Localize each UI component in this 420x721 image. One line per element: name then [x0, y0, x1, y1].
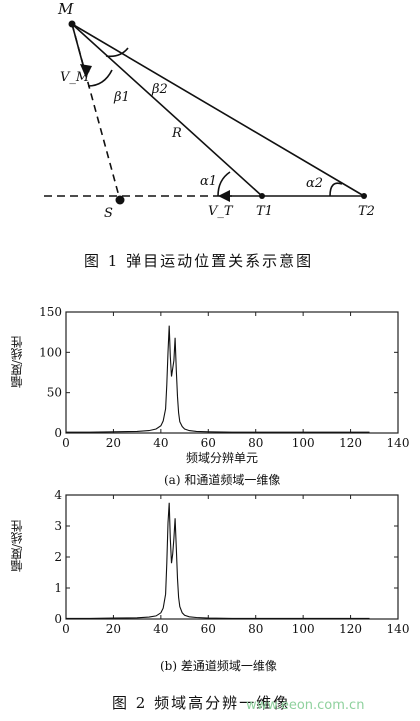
chart-a-xtick-label: 20 — [106, 436, 121, 450]
chart-a-ytick-label: 50 — [47, 386, 62, 400]
arc-beta2 — [105, 47, 129, 58]
chart-b-ytick-label: 3 — [54, 519, 62, 533]
chart-b-xtick-label: 80 — [248, 622, 263, 636]
chart-a-xtick-label: 120 — [339, 436, 362, 450]
chart-b-xtick-label: 40 — [153, 622, 168, 636]
chart-b-ytick-label: 1 — [54, 581, 62, 595]
arc-alpha2 — [329, 182, 343, 197]
chart-a-xtick-label: 80 — [248, 436, 263, 450]
arc-beta1 — [87, 69, 113, 87]
label-r: R — [172, 126, 182, 141]
chart-a-ylabel: 幅度/线性 — [10, 336, 24, 389]
chart-b-xtick-label: 140 — [387, 622, 410, 636]
chart-a-series-line — [66, 325, 370, 433]
label-vm: V_M — [60, 70, 90, 85]
label-beta2: β2 — [152, 82, 168, 97]
chart-a-ytick-label: 150 — [39, 305, 62, 319]
label-s: S — [104, 206, 113, 221]
chart-b-xtick-label: 100 — [292, 622, 315, 636]
chart-b-xtick-label: 60 — [201, 622, 216, 636]
chart-a-frame — [65, 311, 399, 434]
chart-a-ytick-label: 0 — [54, 426, 62, 440]
point-t1 — [259, 193, 265, 199]
label-alpha2: α2 — [306, 176, 324, 191]
chart-b-subcaption: (b) 差通道频域一维像 — [160, 659, 277, 673]
fig2-caption: 图 2 频域高分辨一维像 — [112, 694, 291, 712]
chart-b-xtick-label: 120 — [339, 622, 362, 636]
point-t2 — [361, 193, 367, 199]
label-m: M — [58, 0, 74, 18]
chart-b-series-line — [66, 502, 370, 619]
chart-a-xlabel: 频域分辨单元 — [186, 451, 259, 465]
point-m — [68, 20, 76, 28]
arc-alpha1 — [217, 171, 231, 197]
chart-b-ytick-label: 2 — [54, 550, 62, 564]
chart-b-xtick-label: 0 — [62, 622, 70, 636]
label-alpha1: α1 — [200, 174, 218, 189]
vt-arrowhead — [218, 190, 230, 202]
chart-a-xtick-label: 140 — [387, 436, 410, 450]
line-m-t2 — [71, 23, 365, 197]
chart-b-ylabel: 幅度/线性 — [10, 520, 24, 573]
chart-b-xtick-label: 20 — [106, 622, 121, 636]
chart-a-xtick-label: 60 — [201, 436, 216, 450]
chart-a-xtick-label: 40 — [153, 436, 168, 450]
chart-b-frame — [65, 494, 399, 620]
chart-a-ytick-label: 100 — [39, 345, 62, 359]
vm-arrowhead — [80, 64, 92, 78]
chart-a-subcaption: (a) 和通道频域一维像 — [164, 473, 281, 487]
watermark: www.eeon.com.cn — [246, 698, 365, 713]
label-beta1: β1 — [114, 90, 130, 105]
chart-a-xtick-label: 0 — [62, 436, 70, 450]
label-vt: V_T — [208, 204, 233, 219]
label-t2: T2 — [358, 204, 375, 219]
chart-a-xtick-label: 100 — [292, 436, 315, 450]
chart-b-ytick-label: 0 — [54, 612, 62, 626]
chart-b-ytick-label: 4 — [54, 488, 62, 502]
label-t1: T1 — [256, 204, 273, 219]
fig1-caption: 图 1 弹目运动位置关系示意图 — [84, 252, 314, 270]
point-s — [115, 195, 125, 205]
line-m-t1 — [71, 23, 263, 197]
